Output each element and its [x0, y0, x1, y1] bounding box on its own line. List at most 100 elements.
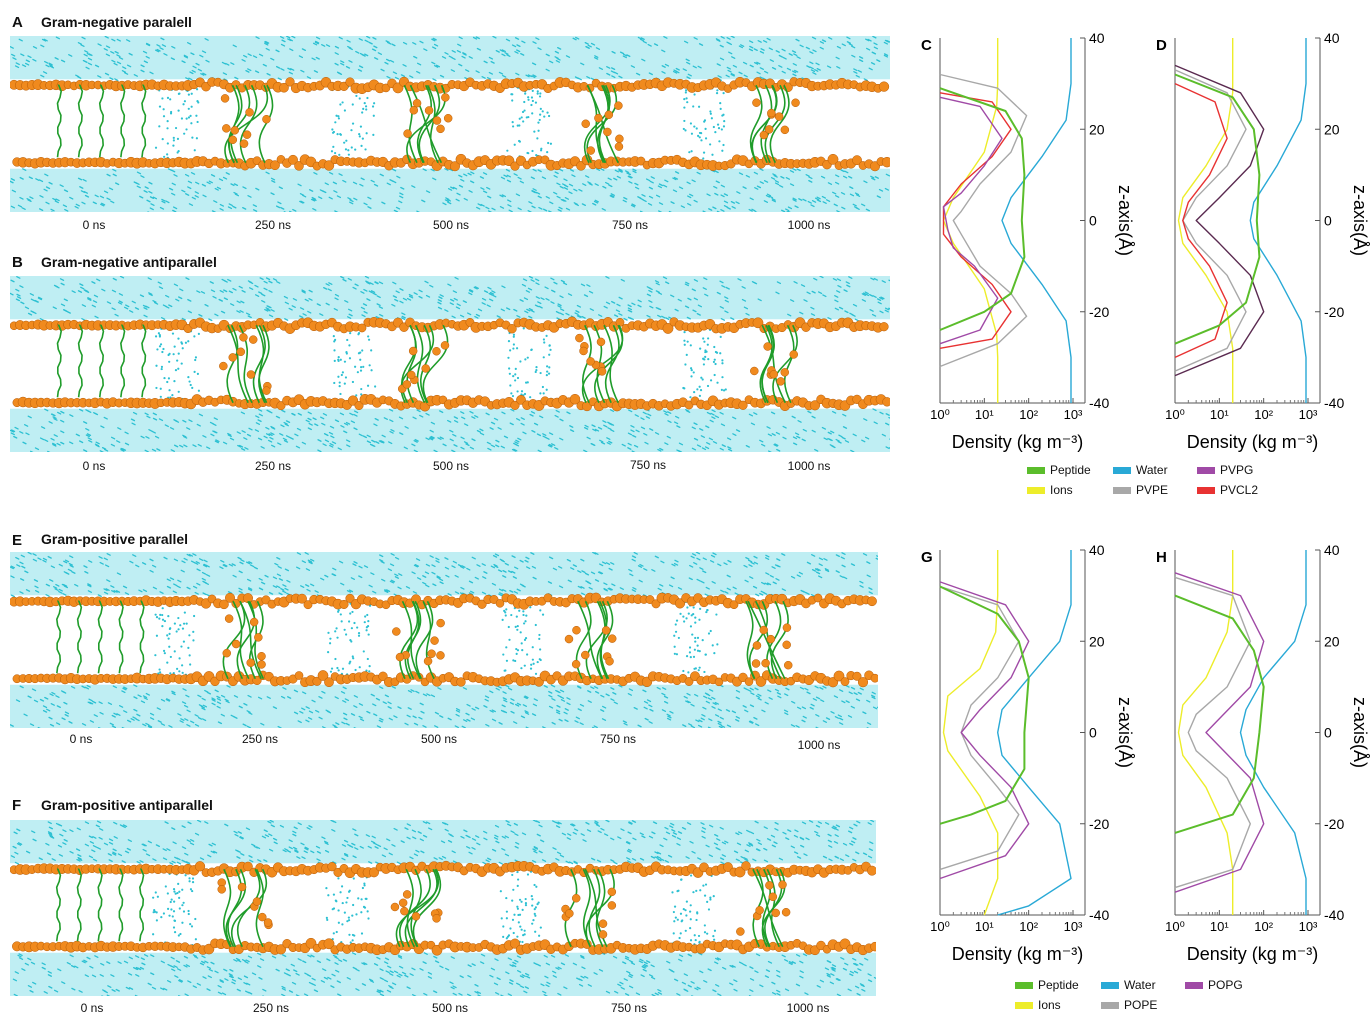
- legend-swatch: [1113, 487, 1131, 494]
- time-label: 1000 ns: [764, 459, 854, 473]
- y-tick-label: -20: [1089, 816, 1109, 832]
- y-tick-label: 20: [1089, 121, 1105, 137]
- legend-item-water: Water: [1101, 978, 1185, 992]
- panel-title-a: Gram-negative paralell: [41, 14, 192, 30]
- x-tick-label: 10⁰: [1165, 407, 1185, 422]
- legend-item-popg: POPG: [1185, 978, 1275, 992]
- series-line-pvcl2: [1175, 84, 1227, 358]
- legend-swatch: [1101, 982, 1119, 989]
- legend-item-peptide: Peptide: [1027, 463, 1113, 477]
- legend-item-pvcl2: PVCL2: [1197, 483, 1287, 497]
- snapshot-image-e: [10, 552, 878, 728]
- time-label: 1000 ns: [764, 218, 854, 232]
- membrane-render: [10, 36, 890, 212]
- y-tick-label: 40: [1089, 30, 1105, 46]
- panel-title-e: Gram-positive parallel: [41, 531, 188, 547]
- y-tick-label: 40: [1324, 542, 1340, 558]
- series-line-water: [1002, 38, 1071, 403]
- y-tick-label: 0: [1324, 725, 1332, 741]
- y-tick-label: 40: [1089, 542, 1105, 558]
- legend-label: PVPG: [1220, 463, 1253, 477]
- x-tick-label: 10²: [1019, 407, 1038, 422]
- legend-item-pope: POPE: [1101, 998, 1185, 1012]
- series-line-water: [1241, 550, 1307, 915]
- y-tick-label: 0: [1324, 213, 1332, 229]
- x-tick-label: 10¹: [1210, 407, 1229, 422]
- x-axis-label: Density (kg m⁻³): [952, 432, 1084, 452]
- y-tick-label: -40: [1089, 907, 1109, 923]
- panel-letter-e: E: [12, 532, 22, 549]
- x-tick-label: 10¹: [975, 407, 994, 422]
- y-tick-label: -40: [1324, 395, 1344, 411]
- x-axis-label: Density (kg m⁻³): [1187, 944, 1319, 964]
- legend-swatch: [1027, 487, 1045, 494]
- y-tick-label: 20: [1089, 633, 1105, 649]
- x-axis-label: Density (kg m⁻³): [952, 944, 1084, 964]
- legend-label: Peptide: [1050, 463, 1091, 477]
- x-tick-label: 10²: [1019, 919, 1038, 934]
- y-tick-label: 20: [1324, 633, 1340, 649]
- time-label: 250 ns: [228, 218, 318, 232]
- x-tick-label: 10²: [1254, 919, 1273, 934]
- y-tick-label: 0: [1089, 725, 1097, 741]
- y-tick-label: 0: [1089, 213, 1097, 229]
- legend-swatch: [1027, 467, 1045, 474]
- series-line-pope: [940, 587, 1019, 870]
- legend-swatch: [1197, 467, 1215, 474]
- legend-label: POPG: [1208, 978, 1243, 992]
- series-line-pope: [1175, 577, 1250, 887]
- legend-label: Ions: [1050, 483, 1073, 497]
- series-line-water: [998, 550, 1071, 915]
- series-line-popg: [940, 582, 1029, 879]
- series-line-peptide: [940, 88, 1024, 330]
- x-tick-label: 10¹: [975, 919, 994, 934]
- legend-item-water: Water: [1113, 463, 1197, 477]
- panel-letter: H: [1156, 549, 1167, 566]
- time-label: 500 ns: [406, 218, 496, 232]
- time-label: 500 ns: [405, 1001, 495, 1015]
- series-line-peptide: [1175, 75, 1259, 344]
- panel-title-f: Gram-positive antiparallel: [41, 797, 213, 813]
- panel-letter-a: A: [12, 14, 23, 31]
- snapshot-image-a: [10, 36, 890, 212]
- x-tick-label: 10²: [1254, 407, 1273, 422]
- time-label: 500 ns: [394, 732, 484, 746]
- snapshot-image-f: [10, 820, 876, 996]
- legend-label: Water: [1136, 463, 1168, 477]
- panel-letter: D: [1156, 37, 1167, 54]
- time-label: 0 ns: [47, 1001, 137, 1015]
- legend-item-ions: Ions: [1027, 483, 1113, 497]
- membrane-render: [10, 276, 890, 452]
- legend-item-pvpg: PVPG: [1197, 463, 1287, 477]
- legend-item-pvpe: PVPE: [1113, 483, 1197, 497]
- series-line-ions: [1179, 38, 1233, 403]
- snapshot-image-b: [10, 276, 890, 452]
- x-tick-label: 10³: [1299, 919, 1318, 934]
- time-label: 0 ns: [36, 732, 126, 746]
- series-line-pvcl2: [940, 93, 1011, 348]
- x-axis-label: Density (kg m⁻³): [1187, 432, 1319, 452]
- legend-item-peptide: Peptide: [1015, 978, 1101, 992]
- legend-label: PVCL2: [1220, 483, 1258, 497]
- legend-swatch: [1015, 982, 1033, 989]
- legend-label: Peptide: [1038, 978, 1079, 992]
- y-tick-label: -40: [1089, 395, 1109, 411]
- legend-swatch: [1113, 467, 1131, 474]
- legend-label: Ions: [1038, 998, 1061, 1012]
- y-tick-label: -20: [1324, 304, 1344, 320]
- panel-letter: G: [921, 549, 933, 566]
- y-tick-label: 40: [1324, 30, 1340, 46]
- y-tick-label: -20: [1324, 816, 1344, 832]
- legend-label: Water: [1124, 978, 1156, 992]
- legend-swatch: [1185, 982, 1203, 989]
- time-label: 1000 ns: [763, 1001, 853, 1015]
- legend-swatch: [1197, 487, 1215, 494]
- y-axis-label: z-axis(Å): [1350, 185, 1370, 256]
- panel-letter: C: [921, 37, 932, 54]
- legend-bottom: Peptide Water POPG Ions POPE: [1015, 978, 1275, 1012]
- time-label: 750 ns: [573, 732, 663, 746]
- time-label: 250 ns: [215, 732, 305, 746]
- time-label: 0 ns: [49, 218, 139, 232]
